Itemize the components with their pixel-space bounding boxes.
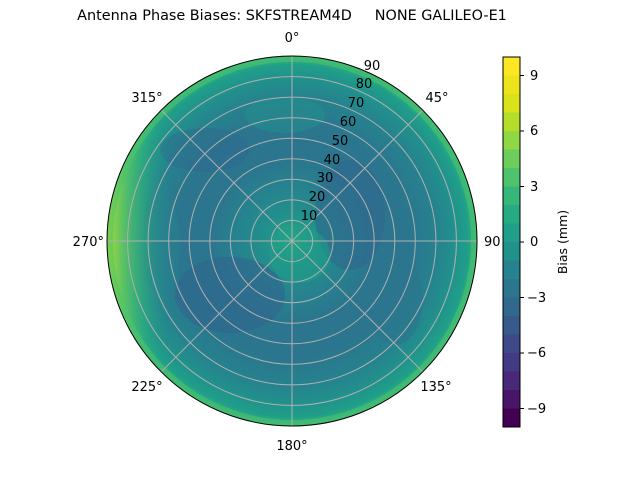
radial-label-80: 80 <box>356 77 373 92</box>
radial-label-50: 50 <box>332 134 349 149</box>
angle-label-45: 45° <box>425 91 448 106</box>
angle-label-315: 315° <box>131 91 162 106</box>
radial-label-40: 40 <box>324 153 341 168</box>
angle-label-0: 0° <box>285 31 300 46</box>
colorbar-tick-6: 6 <box>530 124 538 139</box>
colorbar-tick-3: 3 <box>530 180 538 195</box>
colorbar: 9 6 3 0 −3 −6 −9 Bias (mm) <box>502 56 570 428</box>
angle-label-225: 225° <box>131 380 162 395</box>
radial-label-10: 10 <box>301 209 318 224</box>
radial-label-70: 70 <box>348 96 365 111</box>
radial-label-20: 20 <box>309 190 326 205</box>
colorbar-tick-9: 9 <box>530 69 538 84</box>
colorbar-tick-0: 0 <box>530 235 538 250</box>
radial-label-30: 30 <box>317 171 334 186</box>
chart-title: Antenna Phase Biases: SKFSTREAM4D NONE G… <box>77 8 507 24</box>
angle-label-270: 270° <box>73 235 104 250</box>
colorbar-label: Bias (mm) <box>555 210 570 274</box>
colorbar-tick-m3: −3 <box>527 291 546 306</box>
colorbar-tick-m9: −9 <box>527 402 546 417</box>
polar-frame <box>106 55 478 427</box>
radial-label-90: 90 <box>364 59 381 74</box>
angle-label-180: 180° <box>276 439 307 454</box>
colorbar-tick-m6: −6 <box>527 346 546 361</box>
angular-grid <box>107 56 477 426</box>
angle-label-90: 90 <box>484 235 501 250</box>
angle-label-135: 135° <box>420 380 451 395</box>
radial-label-60: 60 <box>340 115 357 130</box>
